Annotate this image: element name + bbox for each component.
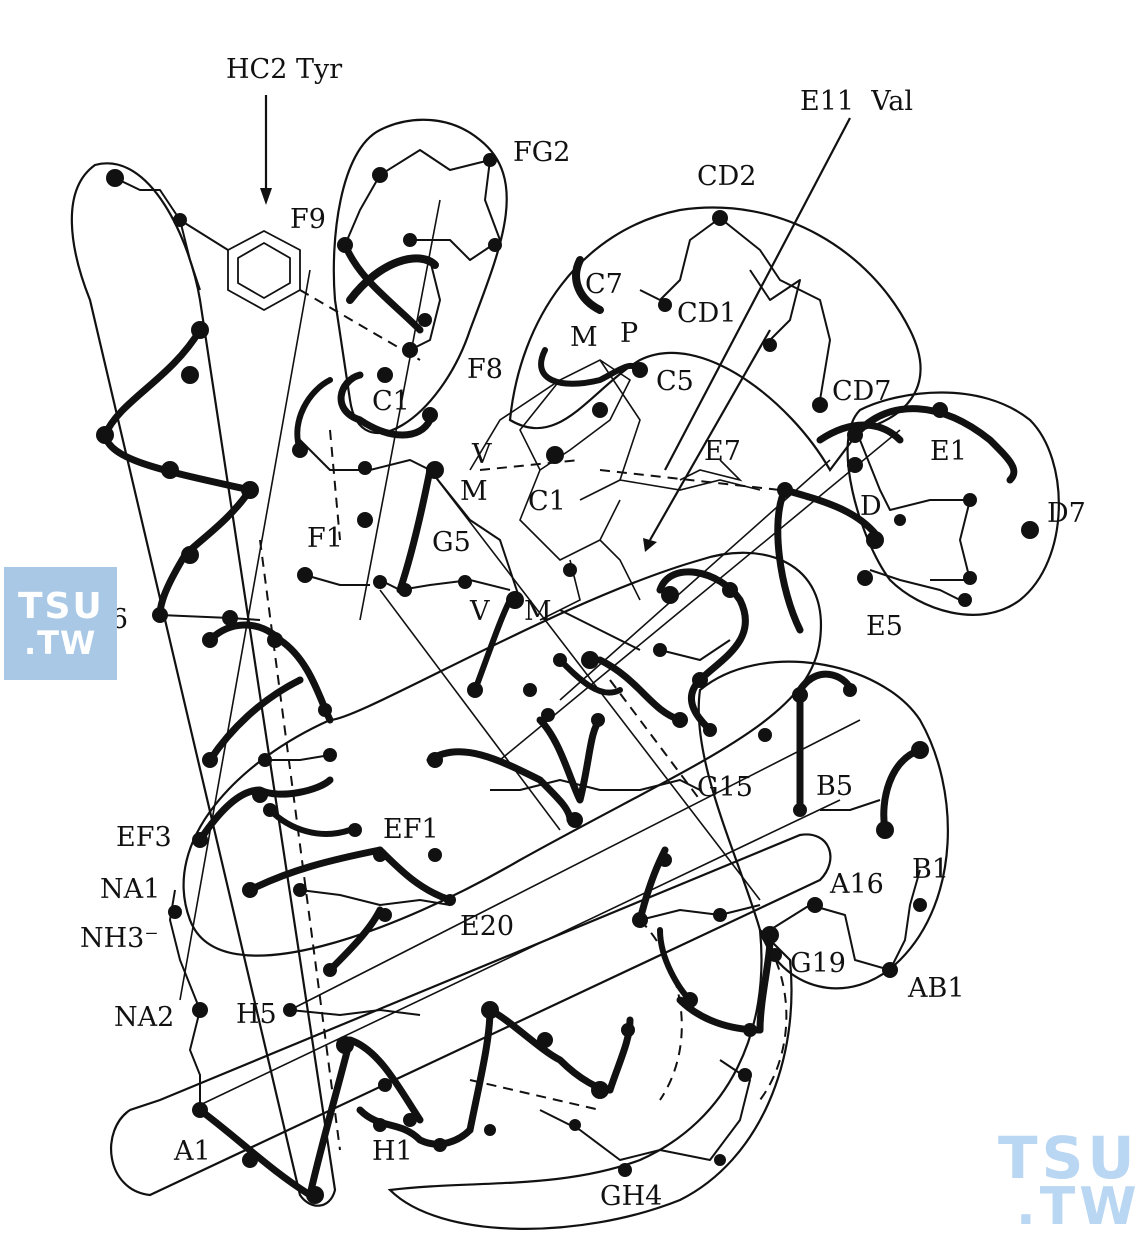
watermark-left: TSU .TW <box>4 567 117 680</box>
label-d: D <box>860 491 882 522</box>
label-nh3: NH3⁻ <box>80 923 159 954</box>
arrow-heads <box>260 188 657 552</box>
label-b5: B5 <box>816 771 853 802</box>
label-f9: F9 <box>290 204 326 235</box>
label-c5: C5 <box>656 366 694 397</box>
label-f8: F8 <box>467 354 503 385</box>
label-m-1: M <box>570 322 598 353</box>
label-c1-b: C1 <box>528 486 566 517</box>
label-m-2: M <box>460 476 488 507</box>
label-m-3: M <box>524 596 552 627</box>
watermark-right-line1: TSU <box>998 1124 1139 1192</box>
label-d7: D7 <box>1047 498 1086 529</box>
residue-nodes <box>96 153 1039 1204</box>
helix-f-envelope <box>332 118 508 434</box>
e11-arrow <box>664 117 851 471</box>
label-a1: A1 <box>173 1136 211 1167</box>
label-h1: H1 <box>372 1136 413 1167</box>
heme-group <box>469 359 761 621</box>
label-na2: NA2 <box>114 1002 174 1033</box>
helix-h-envelope <box>70 162 337 1207</box>
tyrosine-ring <box>227 229 301 312</box>
label-hc2-tyr: HC2 Tyr <box>226 54 342 85</box>
label-ef1: EF1 <box>383 814 439 845</box>
label-ef3: EF3 <box>116 822 172 853</box>
label-v-2: V <box>469 596 490 627</box>
label-ab1: AB1 <box>907 973 965 1004</box>
label-e7: E7 <box>704 436 741 467</box>
helix-a-envelope <box>109 833 832 1197</box>
label-na1: NA1 <box>100 874 160 905</box>
watermark-left-line2: .TW <box>24 624 97 662</box>
label-v-1: V <box>471 439 492 470</box>
label-cd7: CD7 <box>832 376 891 407</box>
label-b1: B1 <box>912 854 949 885</box>
label-e1: E1 <box>930 436 967 467</box>
label-c1-a: C1 <box>372 386 410 417</box>
backbone-thick <box>101 241 1018 1199</box>
label-e11-val: E11 Val <box>800 86 913 117</box>
label-g15: G15 <box>697 772 753 803</box>
labels: HC2 Tyr E11 Val FG2 CD2 F9 C7 CD1 M P F8… <box>70 54 1086 1212</box>
label-e5: E5 <box>866 611 903 642</box>
watermark-right: TSU .TW <box>992 1125 1142 1235</box>
guide-lines <box>179 199 901 1106</box>
label-g19: G19 <box>790 948 846 979</box>
label-cd1: CD1 <box>677 298 736 329</box>
helix-e-envelope <box>508 206 922 472</box>
label-h5: H5 <box>236 999 277 1030</box>
label-g5: G5 <box>432 527 471 558</box>
watermark-left-line1: TSU <box>18 586 104 627</box>
gh-loop-envelope <box>387 927 793 1230</box>
e11-inner-arrow <box>649 329 771 541</box>
label-p: P <box>620 318 638 349</box>
label-fg2: FG2 <box>513 137 570 168</box>
helix-g-envelope <box>182 551 823 957</box>
label-a16: A16 <box>829 869 884 900</box>
arrows <box>264 95 851 541</box>
label-gh4: GH4 <box>600 1181 662 1212</box>
label-cd2: CD2 <box>697 161 756 192</box>
helix-b-envelope <box>697 660 949 990</box>
watermark-right-line2: .TW <box>1016 1177 1141 1237</box>
label-e20: E20 <box>460 911 514 942</box>
label-f1: F1 <box>307 523 343 554</box>
label-c7: C7 <box>585 269 623 300</box>
